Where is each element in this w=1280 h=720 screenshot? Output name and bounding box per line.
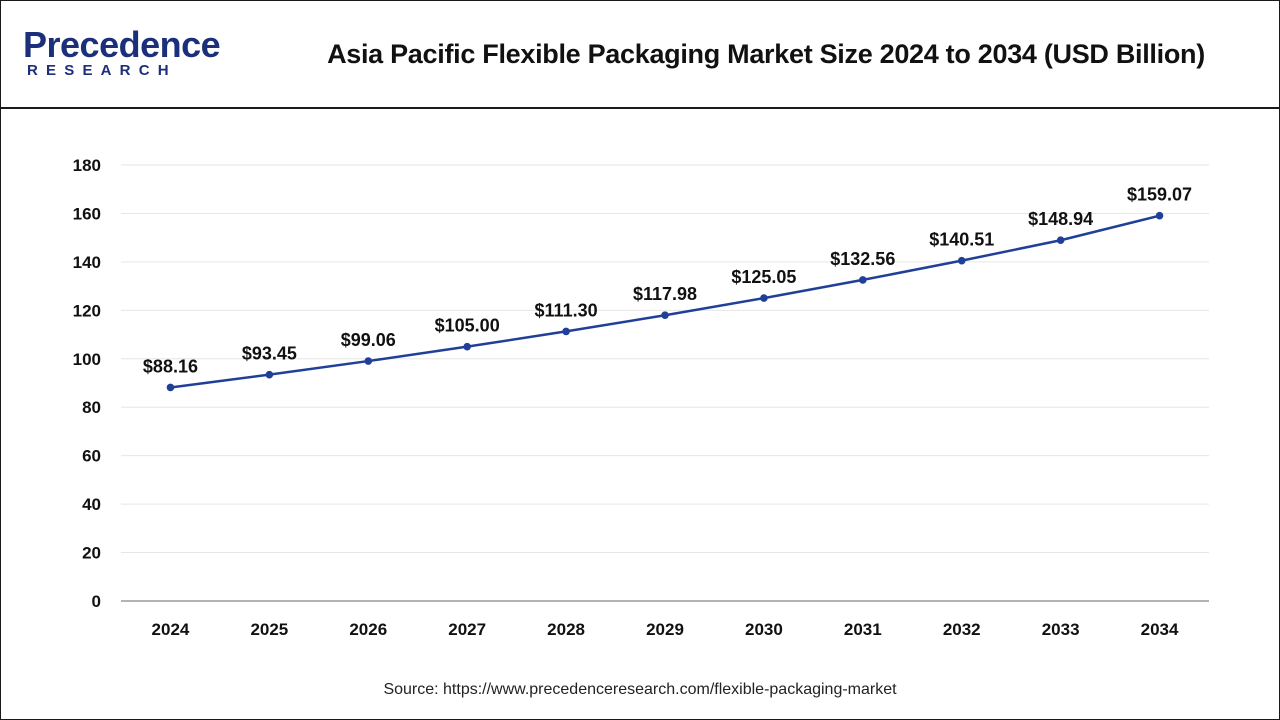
logo-wordmark: Precedence — [23, 24, 221, 65]
data-label: $99.06 — [341, 330, 396, 350]
x-tick-label: 2025 — [250, 620, 288, 639]
x-tick-label: 2027 — [448, 620, 486, 639]
brand-logo: Precedence RESEARCH — [23, 27, 223, 87]
data-label: $111.30 — [535, 300, 598, 320]
y-tick-label: 180 — [73, 156, 101, 175]
y-tick-label: 160 — [73, 204, 101, 223]
y-tick-label: 60 — [82, 447, 101, 466]
data-label: $105.00 — [435, 316, 500, 336]
data-label: $88.16 — [143, 356, 198, 376]
y-tick-label: 100 — [73, 350, 101, 369]
x-tick-label: 2029 — [646, 620, 684, 639]
y-tick-label: 40 — [82, 495, 101, 514]
data-point — [957, 256, 966, 265]
data-point — [364, 357, 373, 365]
data-label: $125.05 — [731, 267, 796, 287]
x-tick-label: 2030 — [745, 620, 783, 639]
data-point — [1155, 211, 1164, 220]
data-label: $148.94 — [1028, 209, 1093, 229]
y-tick-label: 140 — [73, 253, 101, 272]
source-note: Source: https://www.precedenceresearch.c… — [383, 681, 897, 698]
data-label: $159.07 — [1127, 185, 1192, 205]
data-point — [265, 370, 274, 379]
x-tick-label: 2028 — [547, 620, 585, 639]
data-point — [661, 311, 669, 320]
x-tick-label: 2031 — [844, 620, 882, 639]
data-point — [859, 276, 867, 284]
data-point — [166, 383, 175, 392]
chart-title: Asia Pacific Flexible Packaging Market S… — [327, 39, 1205, 69]
data-label: $140.51 — [929, 230, 994, 250]
y-tick-label: 80 — [82, 398, 101, 417]
logo-subtitle: RESEARCH — [27, 62, 177, 79]
data-label: $117.98 — [633, 284, 697, 304]
x-tick-label: 2026 — [349, 620, 387, 639]
data-point — [463, 342, 471, 351]
header: Precedence RESEARCH Asia Pacific Flexibl… — [1, 1, 1279, 109]
x-tick-label: 2032 — [943, 620, 981, 639]
y-tick-label: 120 — [73, 301, 101, 320]
x-tick-label: 2034 — [1141, 620, 1179, 639]
y-tick-label: 20 — [82, 544, 101, 563]
data-point — [562, 327, 570, 336]
x-tick-label: 2024 — [152, 620, 190, 639]
data-label: $93.45 — [242, 344, 297, 364]
data-label: $132.56 — [830, 249, 895, 269]
x-tick-label: 2033 — [1042, 620, 1080, 639]
data-point — [760, 294, 768, 302]
y-tick-label: 0 — [92, 592, 101, 611]
data-point — [1056, 236, 1065, 245]
